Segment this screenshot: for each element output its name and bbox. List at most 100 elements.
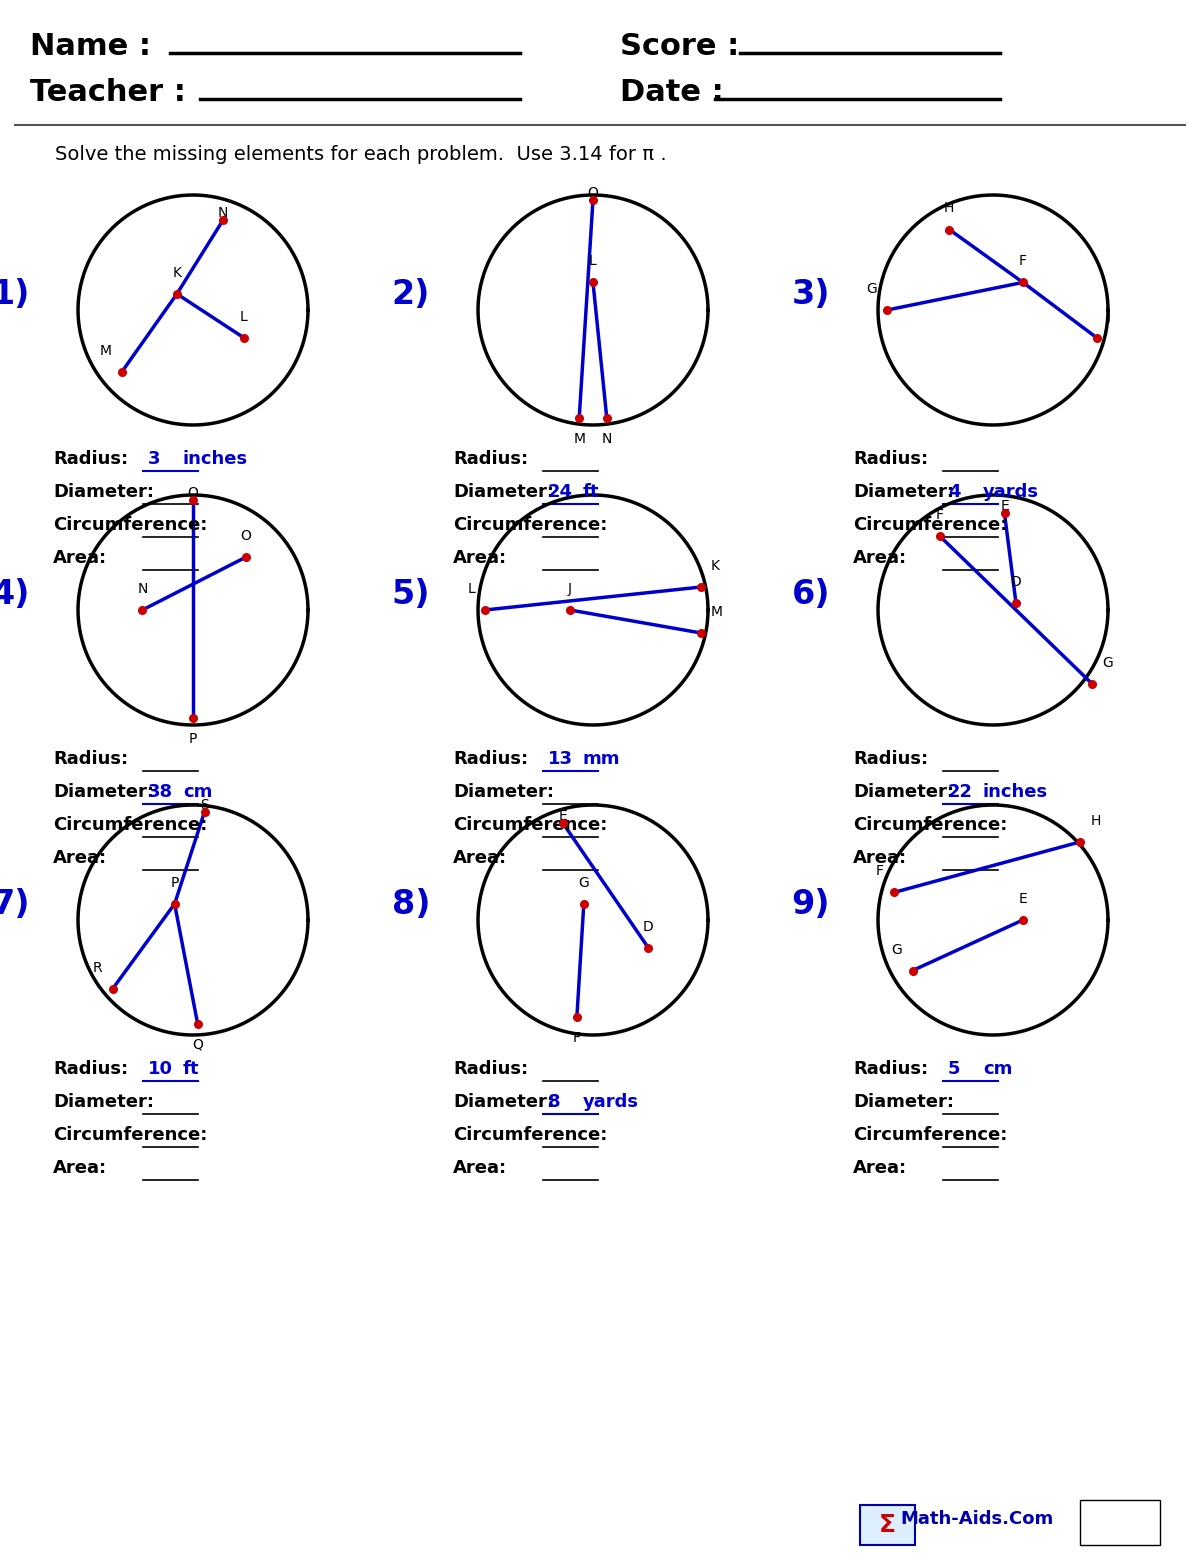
Text: 2): 2) [391, 278, 430, 312]
Text: 22: 22 [948, 783, 973, 801]
Text: F: F [936, 508, 944, 522]
Text: Diameter:: Diameter: [853, 1093, 954, 1110]
Text: ft: ft [583, 483, 600, 502]
Text: 10: 10 [148, 1061, 173, 1078]
Text: E: E [559, 809, 568, 823]
Text: Diameter:: Diameter: [853, 783, 954, 801]
Text: yards: yards [983, 483, 1039, 502]
Text: F: F [1019, 255, 1027, 269]
Text: G: G [866, 283, 877, 297]
Text: Circumference:: Circumference: [53, 516, 208, 534]
Text: M: M [574, 432, 586, 446]
Text: inches: inches [983, 783, 1048, 801]
Text: Teacher :: Teacher : [30, 78, 186, 107]
Text: D: D [1010, 575, 1021, 589]
Text: Date :: Date : [620, 78, 724, 107]
Text: P: P [188, 731, 197, 745]
Text: H: H [1091, 814, 1100, 828]
Text: 7): 7) [0, 888, 30, 921]
Text: Radius:: Radius: [53, 450, 128, 467]
Text: Circumference:: Circumference: [53, 1126, 208, 1145]
Text: Circumference:: Circumference: [853, 1126, 1007, 1145]
Text: inches: inches [182, 450, 248, 467]
Text: Area:: Area: [853, 849, 907, 867]
Text: Diameter:: Diameter: [53, 1093, 154, 1110]
Text: H: H [944, 202, 954, 216]
Text: Math-Aids.Com: Math-Aids.Com [900, 1510, 1054, 1528]
Text: Area:: Area: [53, 1159, 107, 1177]
Text: S: S [200, 798, 209, 812]
Text: 8: 8 [548, 1093, 560, 1110]
Text: 4): 4) [0, 579, 30, 612]
Text: N: N [137, 582, 148, 596]
Text: Σ: Σ [878, 1513, 895, 1537]
Text: O: O [588, 186, 599, 200]
Text: Circumference:: Circumference: [454, 815, 607, 834]
Text: J: J [1106, 309, 1110, 323]
Text: G: G [578, 876, 589, 890]
Text: Area:: Area: [454, 849, 508, 867]
Text: cm: cm [182, 783, 212, 801]
Text: 3): 3) [792, 278, 830, 312]
Text: 5: 5 [948, 1061, 960, 1078]
Text: N: N [601, 432, 612, 446]
Text: Radius:: Radius: [853, 750, 928, 769]
Text: Diameter:: Diameter: [853, 483, 954, 502]
Text: cm: cm [983, 1061, 1013, 1078]
Text: F: F [572, 1031, 581, 1045]
Text: E: E [1000, 500, 1009, 514]
Text: L: L [589, 255, 596, 269]
Text: Circumference:: Circumference: [853, 516, 1007, 534]
Text: Diameter:: Diameter: [454, 783, 554, 801]
Text: Diameter:: Diameter: [454, 1093, 554, 1110]
Text: 8): 8) [391, 888, 430, 921]
Text: 13: 13 [548, 750, 574, 769]
Text: Area:: Area: [53, 550, 107, 567]
Text: Q: Q [192, 1037, 203, 1051]
Text: Diameter:: Diameter: [53, 783, 154, 801]
Text: Area:: Area: [53, 849, 107, 867]
Text: 38: 38 [148, 783, 173, 801]
Text: Area:: Area: [853, 1159, 907, 1177]
Text: J: J [568, 582, 572, 596]
Text: M: M [100, 345, 112, 359]
Text: G: G [1102, 655, 1112, 669]
Text: 4: 4 [948, 483, 960, 502]
Text: O: O [240, 530, 251, 544]
Text: 9): 9) [792, 888, 830, 921]
Text: Score :: Score : [620, 33, 739, 61]
Text: F: F [876, 865, 884, 879]
Text: N: N [217, 207, 228, 221]
Text: 1): 1) [0, 278, 30, 312]
Text: yards: yards [583, 1093, 640, 1110]
Text: K: K [712, 559, 720, 573]
Text: G: G [892, 943, 902, 957]
Text: L: L [240, 309, 247, 323]
Text: P: P [170, 876, 179, 890]
Text: Radius:: Radius: [454, 450, 528, 467]
Text: Circumference:: Circumference: [454, 516, 607, 534]
Text: M: M [712, 606, 724, 620]
Text: 3: 3 [148, 450, 161, 467]
Text: 5): 5) [391, 579, 430, 612]
Text: D: D [643, 919, 654, 933]
Text: 24: 24 [548, 483, 574, 502]
Text: K: K [173, 266, 181, 280]
Text: Radius:: Radius: [53, 1061, 128, 1078]
Text: E: E [1019, 891, 1027, 905]
FancyBboxPatch shape [860, 1505, 916, 1545]
Text: Q: Q [187, 486, 198, 500]
Text: ft: ft [182, 1061, 199, 1078]
Text: 6): 6) [792, 579, 830, 612]
Text: Area:: Area: [853, 550, 907, 567]
Text: L: L [467, 582, 475, 596]
Text: Name :: Name : [30, 33, 151, 61]
Text: Area:: Area: [454, 1159, 508, 1177]
Text: Radius:: Radius: [53, 750, 128, 769]
Text: Diameter:: Diameter: [53, 483, 154, 502]
Text: Area:: Area: [454, 550, 508, 567]
Text: Radius:: Radius: [853, 1061, 928, 1078]
Text: R: R [92, 961, 102, 975]
Text: Circumference:: Circumference: [53, 815, 208, 834]
Text: Radius:: Radius: [454, 1061, 528, 1078]
